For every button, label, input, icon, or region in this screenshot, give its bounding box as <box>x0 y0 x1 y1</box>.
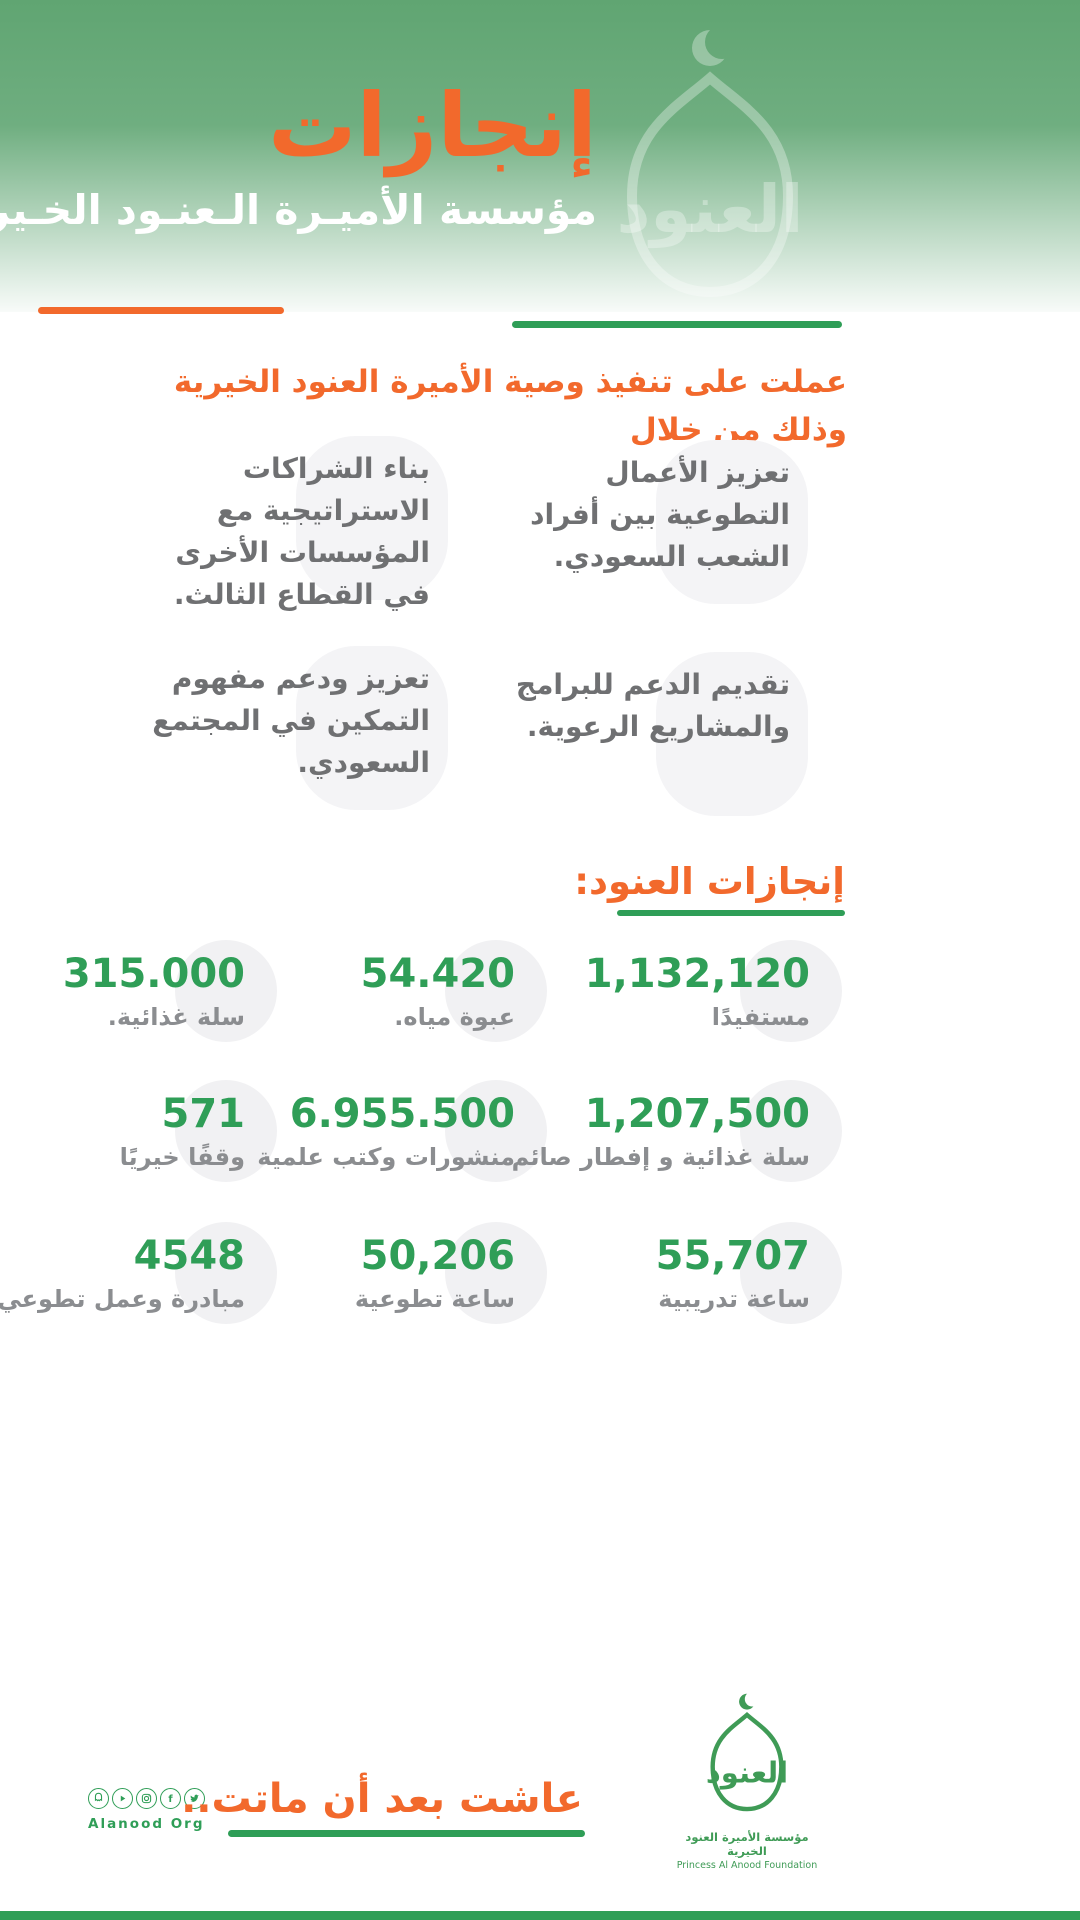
stat-food-baskets: 315.000 سلة غذائية. <box>0 940 277 1042</box>
logo-name-english: Princess Al Anood Foundation <box>676 1860 818 1871</box>
stat-label: وقفًا خيريًا <box>119 1143 245 1171</box>
twitter-icon[interactable] <box>184 1788 205 1809</box>
mission-item-partnerships: بناء الشراكات الاستراتيجية مع المؤسسات ا… <box>130 436 448 616</box>
blob-shape <box>296 646 448 810</box>
blob-shape <box>656 652 808 816</box>
mission-item-text: تعزيز الأعمال التطوعية بين أفراد الشعب ا… <box>530 456 790 573</box>
stat-initiatives: 4548 مبادرة وعمل تطوعي <box>0 1222 277 1324</box>
intro-heading: عملت على تنفيذ وصية الأميرة العنود الخير… <box>173 364 847 449</box>
mission-item-text: تقديم الدعم للبرامج والمشاريع الرعوية. <box>515 668 790 743</box>
stat-value: 315.000 <box>62 951 245 997</box>
instagram-icon[interactable] <box>136 1788 157 1809</box>
stat-iftar-baskets: 1,207,500 سلة غذائية و إفطار صائم <box>510 1080 842 1182</box>
stat-value: 55,707 <box>655 1233 810 1279</box>
stat-circle <box>445 1080 547 1182</box>
stat-circle <box>740 1080 842 1182</box>
mosque-dome-icon: العنود <box>706 1693 788 1812</box>
stat-value: 4548 <box>133 1233 245 1279</box>
mission-item-volunteering: تعزيز الأعمال التطوعية بين أفراد الشعب ا… <box>490 440 808 604</box>
stat-circle <box>740 1222 842 1324</box>
header-text: إنجازات مؤسسة الأميـرة الـعنـود الخـيريـ… <box>0 74 597 235</box>
stat-circle <box>175 1080 277 1182</box>
stat-value: 571 <box>161 1091 246 1137</box>
stat-label: سلة غذائية. <box>107 1003 245 1031</box>
logo-name-arabic: مؤسسة الأميرة العنود الخيرية <box>685 1830 809 1858</box>
mission-item-text: بناء الشراكات الاستراتيجية مع المؤسسات ا… <box>173 452 430 611</box>
youtube-icon[interactable] <box>112 1788 133 1809</box>
stat-value: 50,206 <box>360 1233 515 1279</box>
stat-value: 54.420 <box>360 951 515 997</box>
logo-wordmark: العنود <box>706 1756 788 1790</box>
facebook-icon[interactable]: f <box>160 1788 181 1809</box>
header-banner: العنود إنجازات مؤسسة الأميـرة الـعنـود ا… <box>0 0 1080 312</box>
stat-volunteer-hours: 50,206 ساعة تطوعية <box>215 1222 547 1324</box>
stat-label: ساعة تدريبية <box>658 1285 810 1313</box>
page-subtitle: مؤسسة الأميـرة الـعنـود الخـيريـة <box>0 186 597 235</box>
snapchat-icon[interactable] <box>88 1788 109 1809</box>
svg-text:f: f <box>168 1794 173 1805</box>
mission-item-empowerment: تعزيز ودعم مفهوم التمكين في المجتمع السع… <box>130 646 448 810</box>
social-block: f Alanood Org <box>88 1788 218 1832</box>
stat-value: 1,132,120 <box>584 951 810 997</box>
stat-circle <box>740 940 842 1042</box>
stat-label: مستفيدًا <box>711 1003 810 1031</box>
mission-item-text: تعزيز ودعم مفهوم التمكين في المجتمع السع… <box>152 662 430 779</box>
stat-publications: 6.955.500 منشورات وكتب علمية <box>215 1080 547 1182</box>
stat-endowments: 571 وقفًا خيريًا <box>0 1080 277 1182</box>
social-handle: Alanood Org <box>88 1816 205 1832</box>
blob-shape <box>296 436 448 600</box>
stat-label: ساعة تطوعية <box>354 1285 515 1313</box>
blob-shape <box>656 440 808 604</box>
stat-label: سلة غذائية و إفطار صائم <box>511 1143 810 1171</box>
stat-training-hours: 55,707 ساعة تدريبية <box>510 1222 842 1324</box>
stat-value: 1,207,500 <box>584 1091 810 1137</box>
achievements-heading: إنجازات العنود: <box>574 860 845 903</box>
stat-water-bottles: 54.420 عبوة مياه. <box>215 940 547 1042</box>
stat-circle <box>445 940 547 1042</box>
stat-label: منشورات وكتب علمية <box>257 1143 515 1171</box>
stat-label: عبوة مياه. <box>394 1003 515 1031</box>
green-divider-line <box>512 321 842 328</box>
alanood-dome-watermark: العنود <box>590 26 830 326</box>
mission-item-support-programs: تقديم الدعم للبرامج والمشاريع الرعوية. <box>490 652 808 816</box>
stat-circle <box>175 1222 277 1324</box>
stat-circle <box>445 1222 547 1324</box>
orange-divider-line <box>38 307 284 314</box>
bottom-green-bar <box>0 1911 1080 1920</box>
achievements-underline <box>617 910 845 916</box>
stat-circle <box>175 940 277 1042</box>
footer-tagline: عاشت بعد أن ماتت.. <box>181 1776 583 1822</box>
mosque-dome-icon: العنود <box>617 30 804 298</box>
page-title: إنجازات <box>268 74 597 177</box>
stat-beneficiaries: 1,132,120 مستفيدًا <box>510 940 842 1042</box>
alanood-foundation-logo: العنود مؤسسة الأميرة العنود الخيرية Prin… <box>672 1692 822 1871</box>
tagline-underline <box>228 1830 585 1837</box>
stat-value: 6.955.500 <box>289 1091 515 1137</box>
social-icons-row: f <box>88 1788 218 1809</box>
stat-label: مبادرة وعمل تطوعي <box>0 1285 245 1313</box>
watermark-wordmark: العنود <box>617 171 804 249</box>
